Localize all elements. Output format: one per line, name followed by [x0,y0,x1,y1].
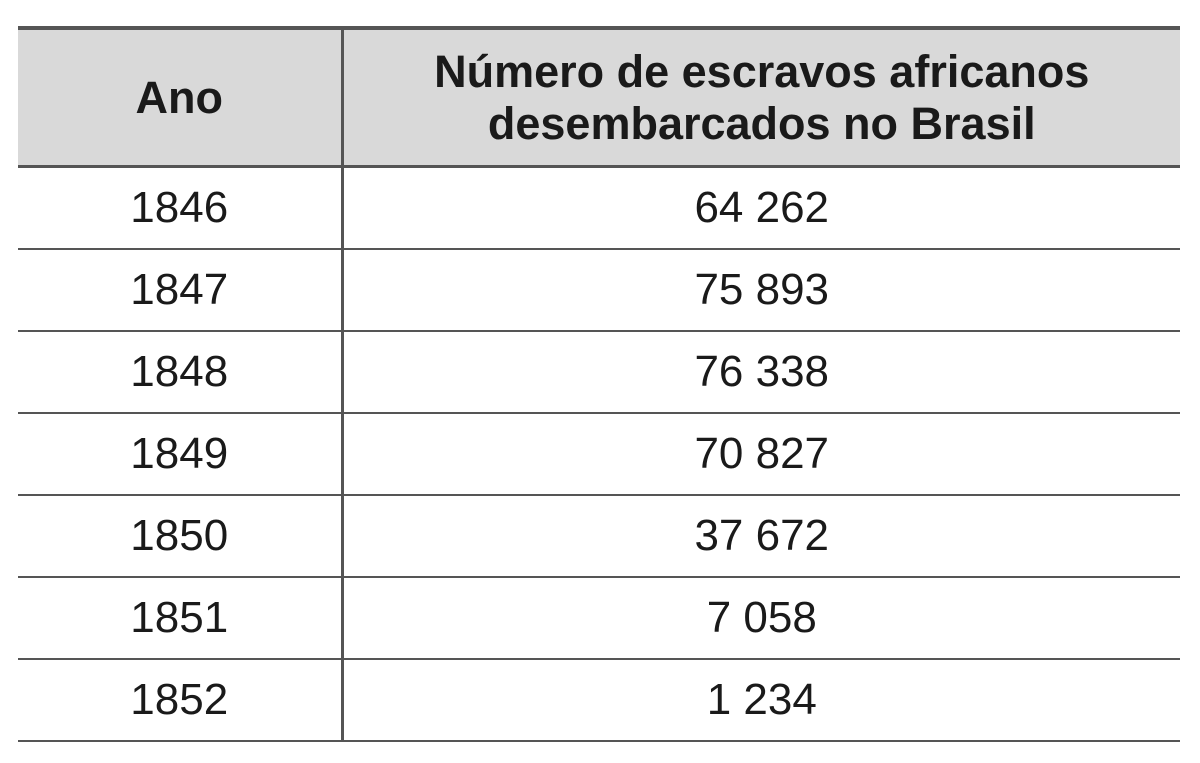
header-line: Número de escravos africanos [434,45,1090,97]
count-cell: 37 672 [342,495,1180,578]
header-row: Ano Número de escravos africanos desemba… [18,26,1180,168]
year-cell: 1850 [18,495,344,578]
header-line: desembarcados no Brasil [487,97,1036,149]
year-cell: 1852 [18,659,344,742]
header-cell: Número de escravos africanos desembarcad… [342,26,1180,168]
header-cell: Ano [18,26,344,168]
table-row: 1852 1 234 [18,659,1180,742]
table-row: 1846 64 262 [18,166,1180,250]
year-cell: 1846 [18,166,344,250]
count-cell: 70 827 [342,413,1180,496]
year-cell: 1849 [18,413,344,496]
year-cell: 1848 [18,331,344,414]
year-cell: 1851 [18,577,344,660]
table-row: 1848 76 338 [18,331,1180,414]
count-cell: 64 262 [342,166,1180,250]
count-cell: 76 338 [342,331,1180,414]
year-cell: 1847 [18,249,344,332]
count-cell: 7 058 [342,577,1180,660]
table-row: 1849 70 827 [18,413,1180,496]
table-header: Ano Número de escravos africanos desemba… [18,26,1180,168]
table-row: 1851 7 058 [18,577,1180,660]
table-row: 1850 37 672 [18,495,1180,578]
table-row: 1847 75 893 [18,249,1180,332]
table-container: Ano Número de escravos africanos desemba… [18,26,1180,742]
table-body: 1846 64 262 1847 75 893 1848 76 338 1849 70 827… [18,166,1180,742]
count-cell: 1 234 [342,659,1180,742]
count-cell: 75 893 [342,249,1180,332]
data-table: Ano Número de escravos africanos desemba… [18,26,1180,742]
